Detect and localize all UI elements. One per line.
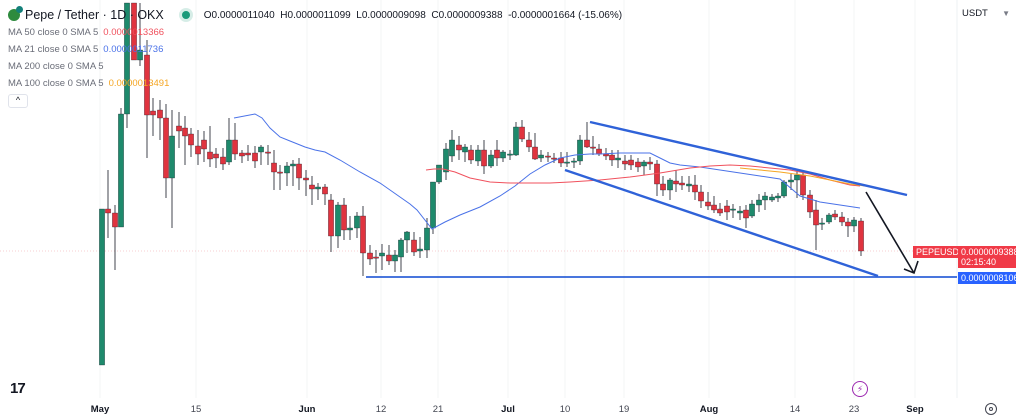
indicator-label: MA 21 close 0 SMA 5 [8,44,99,55]
time-axis-label: 19 [618,404,630,415]
currency-select[interactable]: USDT ▼ [958,5,1014,23]
channel-lower-trendline[interactable] [564,168,879,278]
candles [99,2,864,366]
symbol-tag-label: PEPEUSDT [916,247,965,257]
indicator-value: 0.0000013491 [108,78,170,89]
indicator-row[interactable]: MA 21 close 0 SMA 5 0.0000011736 [8,41,622,58]
tradingview-logo[interactable]: 17 [10,380,26,397]
time-axis-label: May [90,404,110,415]
indicator-row[interactable]: MA 50 close 0 SMA 5 0.0000013366 [8,24,622,41]
indicator-list: MA 50 close 0 SMA 5 0.0000013366 MA 21 clo… [8,24,622,92]
symbol-price-tag: PEPEUSDT [913,246,968,258]
chevron-down-icon: ▼ [1002,9,1010,18]
time-axis-label: 15 [190,404,202,415]
time-axis-label: Jun [298,404,316,415]
indicator-row[interactable]: MA 200 close 0 SMA 5 [8,58,622,75]
last-price-tag: 0.0000009388 02:15:40 [958,246,1019,268]
time-axis-label: 21 [432,404,444,415]
ohlc-values: O0.0000011040 H0.0000011099 L0.000000909… [203,9,623,21]
channel-upper-trendline[interactable] [589,120,908,197]
last-price-value: 0.0000009388 [961,247,1019,257]
indicator-value: 0.0000013366 [103,27,165,38]
pepe-coin-icon [8,6,23,21]
collapse-legend-button[interactable]: ^ [8,94,28,108]
support-price-value: 0.0000008106 [961,273,1019,283]
currency-value: USDT [962,8,988,19]
down-arrow-annotation[interactable] [865,191,919,275]
time-axis-label: 14 [789,404,801,415]
chart-legend: Pepe / Tether · 1D · OKX O0.0000011040 H… [8,6,622,108]
lightning-event-icon[interactable]: ⚡ [852,381,868,397]
support-price-tag: 0.0000008106 [958,272,1019,284]
time-axis-label: 10 [559,404,571,415]
bar-countdown: 02:15:40 [961,257,997,267]
indicator-row[interactable]: MA 100 close 0 SMA 5 0.0000013491 [8,75,622,92]
indicator-value: 0.0000011736 [103,44,164,55]
ma100-line [739,167,866,187]
settings-icon[interactable] [985,403,997,415]
indicator-label: MA 50 close 0 SMA 5 [8,27,99,38]
indicator-label: MA 100 close 0 SMA 5 [8,78,104,89]
market-open-status-icon [181,11,190,19]
symbol-title[interactable]: Pepe / Tether · 1D · OKX [25,8,164,22]
time-axis-label: Jul [501,404,515,415]
chevron-up-icon: ^ [15,95,21,105]
indicator-label: MA 200 close 0 SMA 5 [8,61,104,72]
time-axis-label: Sep [906,404,924,415]
ma50-line [425,164,861,187]
time-axis-label: 23 [848,404,860,415]
time-axis-label: Aug [699,404,719,415]
symbol-title-row: Pepe / Tether · 1D · OKX O0.0000011040 H… [8,6,622,24]
ma21-line [233,113,861,230]
time-axis-label: 12 [375,404,387,415]
chart-grid [99,0,916,398]
